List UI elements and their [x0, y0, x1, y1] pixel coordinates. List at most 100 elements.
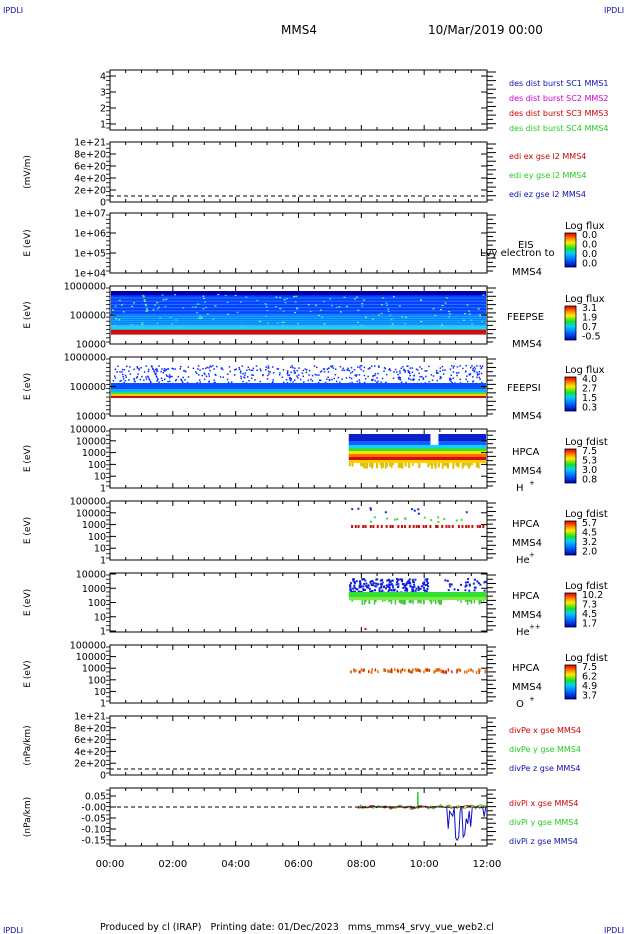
spectrogram-speck: [377, 670, 379, 674]
spectrogram-speck: [174, 368, 176, 370]
spectrogram-speck: [216, 365, 218, 368]
spectrogram-speck: [409, 367, 412, 369]
spectrogram-speck: [466, 375, 468, 377]
spectrogram-speck: [333, 377, 336, 380]
spectrogram-row: [111, 304, 486, 307]
spectrogram-speck: [247, 366, 250, 369]
spectrogram-speck: [385, 587, 388, 590]
spectrogram-speck: [284, 302, 287, 304]
spectrogram-speck: [427, 463, 430, 468]
colorbar-tick-label: 5.7: [582, 518, 597, 529]
spectrogram-speck: [448, 313, 451, 315]
spectrogram-speck: [160, 377, 163, 379]
spectrogram-speck: [379, 579, 382, 582]
y-tick-label: -0.10: [81, 825, 106, 836]
y-tick-label: 10000: [76, 412, 106, 423]
spectrogram-speck: [142, 296, 145, 298]
spectrogram-speck: [234, 294, 237, 297]
colorbar-title: Log fdist: [565, 437, 608, 448]
spectrogram-speck: [199, 315, 202, 317]
spectrogram-row: [111, 332, 486, 335]
spectrogram-speck: [129, 373, 132, 375]
spectrogram-speck: [380, 463, 383, 469]
spectrogram-speck: [361, 302, 364, 305]
spectrogram-speck: [349, 670, 352, 674]
colorbar-tick-label: 0.0: [582, 249, 597, 260]
spectrogram-speck: [449, 585, 452, 588]
spectrogram-speck: [429, 463, 432, 466]
spectrogram-speck: [227, 373, 229, 375]
spectrogram-speck: [477, 582, 480, 585]
spectrogram-speck: [363, 299, 366, 301]
spectrogram-speck: [130, 324, 133, 326]
spectrogram-speck: [133, 368, 135, 371]
spectrogram-speck: [478, 373, 480, 375]
spectrogram-speck: [409, 584, 412, 587]
spectrogram-speck: [465, 670, 468, 674]
spectrogram-speck: [374, 373, 377, 375]
spectrogram-speck: [471, 365, 473, 367]
spectrogram-speck: [423, 516, 426, 519]
instrument-label: EIS: [518, 240, 534, 251]
spectrogram-speck: [407, 669, 410, 673]
spectrogram-speck: [440, 600, 443, 605]
spectrogram-speck: [368, 463, 371, 467]
spectrogram-speck: [405, 588, 408, 591]
spectrogram-speck: [264, 315, 267, 317]
spectrogram-speck: [293, 296, 296, 298]
spectrogram-speck: [383, 366, 386, 369]
spectrogram-speck: [286, 298, 289, 300]
spectrogram-speck: [357, 525, 360, 528]
spectrogram-speck: [417, 668, 420, 672]
spectrogram-speck: [472, 376, 474, 378]
spectrogram-speck: [467, 310, 470, 312]
y-tick-label: -0.15: [81, 836, 106, 847]
spectrogram-speck: [411, 587, 414, 590]
spectrogram-speck: [294, 371, 297, 374]
spectrogram-speck: [467, 578, 470, 581]
spectrogram-speck: [289, 366, 292, 368]
spectrogram-speck: [204, 306, 207, 309]
spectrogram-speck: [478, 600, 481, 605]
spectrogram-speck: [423, 582, 426, 585]
spectrogram-speck: [248, 379, 250, 382]
spectrogram-speck: [408, 600, 411, 603]
spectrogram-speck: [451, 670, 453, 674]
spectrogram-speck: [267, 374, 269, 377]
spectrogram-speck: [426, 583, 429, 586]
spectrogram-speck: [371, 463, 374, 466]
spectrogram-speck: [390, 582, 393, 585]
spectrogram-speck: [156, 369, 158, 372]
spectrogram-speck: [371, 379, 373, 381]
spectrogram-speck: [412, 668, 414, 672]
spectrogram-speck: [122, 378, 125, 380]
spectrogram-speck: [424, 584, 427, 587]
spectrogram-speck: [357, 309, 360, 311]
corner-tag-bottom-left: IPDLI: [3, 926, 23, 934]
spectrogram-speck: [408, 525, 411, 528]
spectrogram-speck: [432, 375, 435, 377]
spectrogram-speck: [397, 376, 400, 379]
spectrogram-speck: [374, 374, 376, 377]
y-tick-label: 10: [94, 687, 106, 698]
y-axis-label: E (eV): [23, 229, 33, 256]
spectrogram-speck: [389, 314, 392, 316]
y-tick-label: 1000: [82, 448, 106, 459]
spectrogram-speck: [179, 365, 182, 368]
spectrogram-speck: [151, 366, 153, 368]
y-axis-label: E (eV): [23, 517, 33, 544]
spectrogram-row: [111, 312, 486, 315]
spectrogram-speck: [380, 583, 383, 586]
spectrogram-speck: [401, 316, 404, 318]
spectrogram-speck: [411, 578, 414, 581]
spectrogram-speck: [385, 584, 388, 587]
spectrogram-speck: [466, 581, 469, 584]
spectrogram-speck: [388, 581, 391, 584]
legend-entry: edi ez gse l2 MMS4: [509, 190, 586, 199]
spectrogram-speck: [465, 584, 468, 587]
spectrogram-speck: [422, 378, 425, 380]
spectrogram-speck: [362, 669, 365, 673]
spectrogram-speck: [386, 579, 389, 582]
spectrogram-speck: [452, 367, 455, 369]
